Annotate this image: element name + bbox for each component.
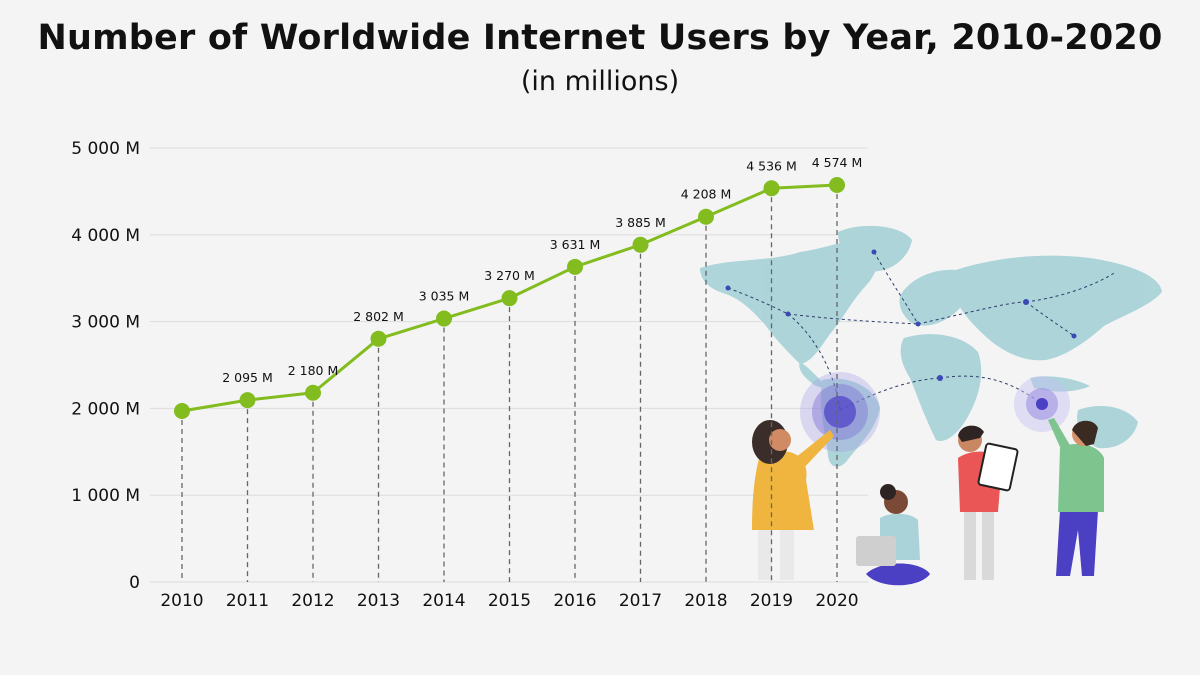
x-tick-label: 2012	[291, 591, 334, 611]
person-tablet-illustration	[958, 425, 1019, 580]
x-tick-label: 2019	[750, 591, 793, 611]
data-label: 3 035 M	[419, 289, 470, 304]
world-map-illustration	[700, 225, 1162, 467]
data-label: 2 802 M	[353, 309, 404, 324]
data-point	[698, 208, 714, 225]
data-label: 2 180 M	[288, 363, 339, 378]
series-layer	[174, 176, 845, 420]
x-tick-label: 2013	[357, 591, 400, 611]
data-point	[305, 384, 321, 401]
x-tick-label: 2016	[553, 591, 596, 611]
location-pulse-south-america	[800, 372, 880, 452]
chart-subtitle: (in millions)	[520, 66, 680, 97]
data-label: 2 095 M	[222, 370, 273, 385]
map-location-dots	[725, 249, 1077, 381]
data-point	[239, 392, 256, 409]
x-tick-label: 2010	[160, 591, 203, 611]
data-label: 3 631 M	[550, 237, 601, 252]
data-point	[632, 236, 649, 253]
y-tick-label: 3 000 M	[71, 313, 140, 333]
person-sitting-laptop-illustration	[856, 484, 930, 586]
data-label: 3 885 M	[615, 215, 666, 230]
location-pulse-indonesia	[1014, 376, 1070, 432]
x-tick-label: 2020	[815, 591, 858, 611]
data-point	[436, 310, 452, 327]
y-tick-label: 4 000 M	[71, 226, 140, 246]
data-label: 4 536 M	[746, 158, 797, 173]
x-tick-label: 2015	[488, 591, 531, 611]
data-point	[501, 290, 518, 307]
y-tick-label: 2 000 M	[71, 399, 140, 419]
data-point	[567, 258, 583, 275]
person-green-pointing-illustration	[1048, 418, 1104, 576]
data-label: 3 270 M	[484, 268, 535, 283]
data-label: 4 574 M	[812, 155, 863, 170]
person-yellow-coat-illustration	[752, 420, 834, 580]
data-point	[174, 403, 190, 420]
data-point	[829, 176, 845, 193]
y-tick-label: 1 000 M	[71, 486, 140, 506]
y-tick-label: 5 000 M	[71, 139, 140, 159]
labels-layer: 0 1 000 M 2 000 M 3 000 M 4 000 M 5 000 M 2010…	[71, 139, 862, 611]
data-point	[763, 180, 780, 197]
x-tick-label: 2017	[619, 591, 662, 611]
drop-lines	[181, 184, 838, 582]
data-point	[370, 330, 387, 347]
data-label: 4 208 M	[681, 187, 732, 202]
chart-title: Number of Worldwide Internet Users by Ye…	[37, 18, 1163, 58]
map-routes	[727, 251, 1117, 411]
x-tick-label: 2011	[226, 591, 269, 611]
y-tick-label: 0	[129, 573, 140, 593]
x-tick-label: 2014	[422, 591, 465, 611]
x-tick-label: 2018	[684, 591, 727, 611]
